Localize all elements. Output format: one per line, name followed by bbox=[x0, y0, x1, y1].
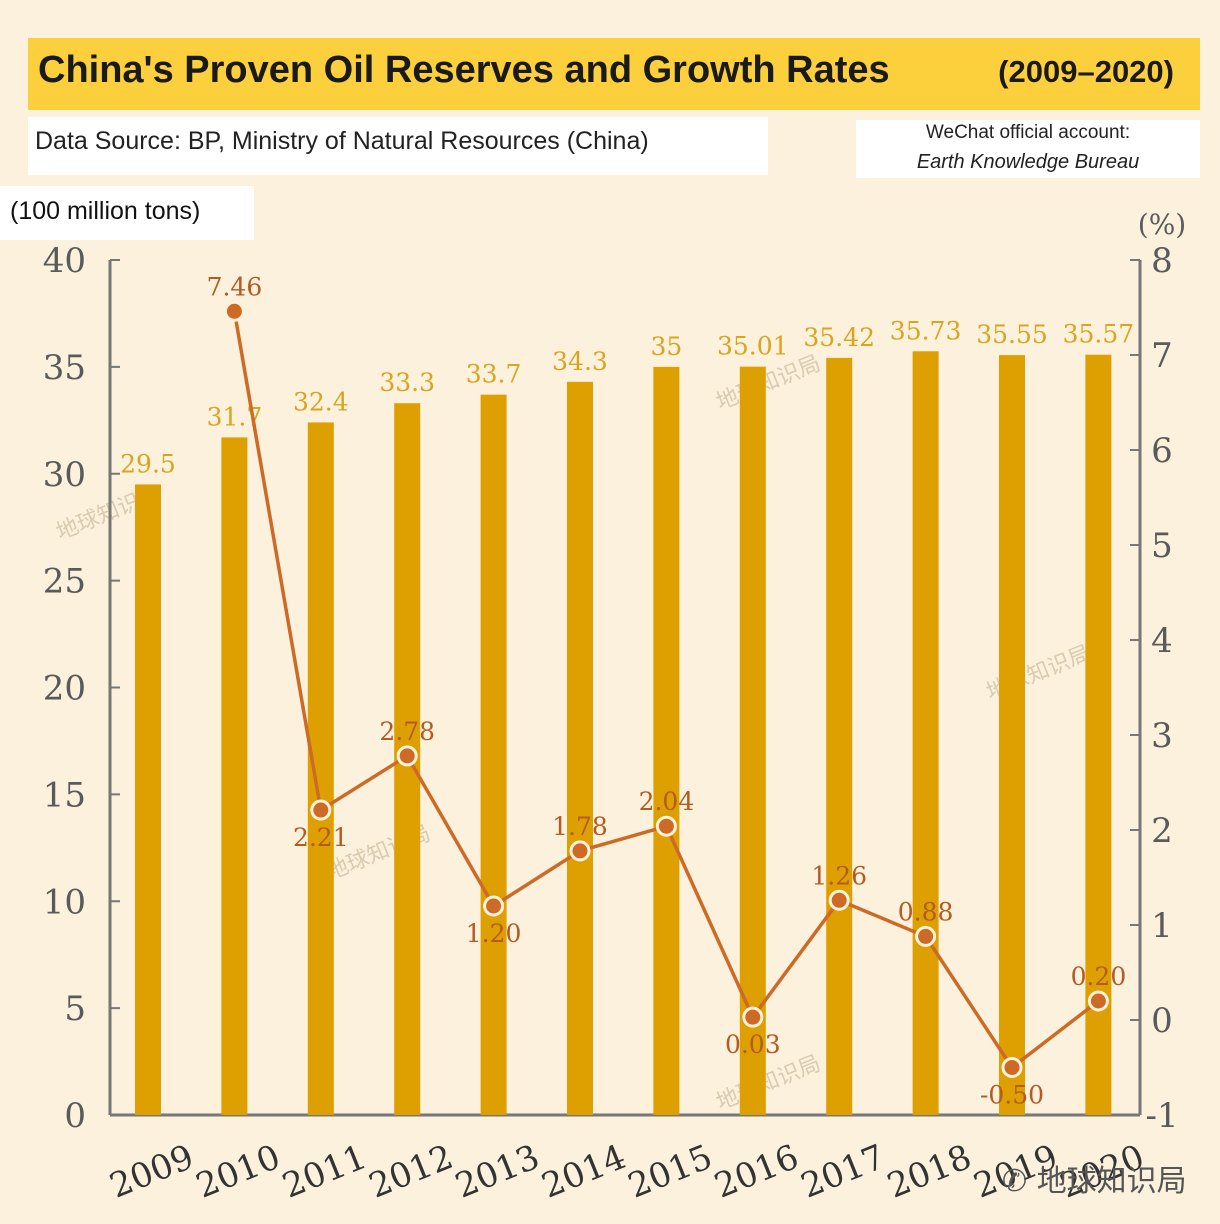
watermark-text: 地球知识局 bbox=[713, 351, 824, 415]
right-axis-tick-label: -1 bbox=[1145, 1096, 1178, 1136]
growth-rate-point bbox=[655, 815, 677, 837]
credit-box: WeChat official account: Earth Knowledge… bbox=[856, 120, 1200, 178]
watermark-corner: ✆ 地球知识局 bbox=[1002, 1156, 1187, 1200]
growth-rate-label: 0.88 bbox=[898, 897, 954, 926]
bar bbox=[221, 437, 248, 1116]
left-axis-tick-label: 0 bbox=[64, 1096, 86, 1136]
left-axis-tick-label: 10 bbox=[43, 882, 86, 922]
x-axis-tick-label: 2011 bbox=[277, 1137, 372, 1207]
data-source-text: Data Source: BP, Ministry of Natural Res… bbox=[35, 127, 649, 155]
left-axis-tick-label: 40 bbox=[43, 241, 86, 281]
bar bbox=[739, 366, 766, 1115]
bar bbox=[307, 422, 334, 1115]
bar-value-label: 35.57 bbox=[1063, 320, 1135, 349]
growth-rate-point bbox=[310, 799, 332, 821]
credit-account-label: WeChat official account: bbox=[925, 122, 1131, 143]
left-axis-tick-label: 5 bbox=[64, 989, 86, 1029]
growth-rate-point bbox=[396, 745, 418, 767]
wechat-icon: ✆ bbox=[1002, 1164, 1028, 1199]
bar bbox=[826, 357, 853, 1116]
watermark-corner-text: 地球知识局 bbox=[1036, 1164, 1187, 1199]
left-axis-unit-box: (100 million tons) bbox=[0, 186, 254, 240]
x-axis-tick-label: 2010 bbox=[191, 1137, 286, 1207]
bar bbox=[653, 366, 680, 1115]
growth-rate-point bbox=[915, 925, 937, 947]
left-axis-tick-label: 35 bbox=[43, 348, 86, 388]
bar-value-label: 32.4 bbox=[293, 387, 349, 416]
right-axis-tick-label: 4 bbox=[1151, 621, 1173, 661]
growth-rate-label: 1.26 bbox=[811, 861, 867, 890]
growth-rate-point bbox=[742, 1006, 764, 1028]
growth-rate-label: 0.03 bbox=[725, 1030, 781, 1059]
growth-rate-label: 1.78 bbox=[552, 812, 608, 841]
credit-account-name: Earth Knowledge Bureau bbox=[916, 151, 1140, 173]
bar bbox=[912, 351, 939, 1115]
right-axis-tick-label: 2 bbox=[1151, 811, 1173, 851]
growth-rate-label: 0.20 bbox=[1071, 962, 1127, 991]
bar-value-label: 33.7 bbox=[466, 360, 522, 389]
title-bar: China's Proven Oil Reserves and Growth R… bbox=[28, 38, 1200, 110]
right-axis-tick-label: 1 bbox=[1151, 906, 1173, 946]
bar-value-label: 35.55 bbox=[976, 320, 1048, 349]
right-axis-tick-label: 8 bbox=[1151, 241, 1173, 281]
watermark-text: 地球知识局 bbox=[713, 1051, 824, 1115]
x-axis-tick-label: 2015 bbox=[623, 1137, 718, 1207]
x-axis-tick-label: 2017 bbox=[795, 1137, 890, 1207]
growth-rate-point bbox=[828, 889, 850, 911]
right-axis-tick-label: 7 bbox=[1151, 336, 1173, 376]
right-axis-tick-label: 5 bbox=[1151, 526, 1173, 566]
x-axis-tick-label: 2009 bbox=[104, 1137, 199, 1207]
bar-value-label: 35.01 bbox=[717, 332, 789, 361]
chart-year-range: (2009–2020) bbox=[998, 54, 1174, 89]
growth-rate-label: 1.20 bbox=[466, 919, 522, 948]
growth-rate-label: 7.46 bbox=[207, 272, 263, 301]
bar bbox=[567, 381, 593, 1115]
growth-rate-label: 2.04 bbox=[639, 787, 695, 816]
bar-value-label: 29.5 bbox=[120, 449, 176, 478]
chart-title: China's Proven Oil Reserves and Growth R… bbox=[38, 49, 890, 91]
right-axis-tick-label: 0 bbox=[1151, 1001, 1173, 1041]
bar bbox=[480, 394, 507, 1116]
x-axis-tick-label: 2012 bbox=[363, 1137, 458, 1207]
growth-rate-point bbox=[223, 300, 245, 322]
bar bbox=[1085, 354, 1112, 1115]
bar-value-label: 33.3 bbox=[379, 368, 435, 397]
growth-rate-point bbox=[1087, 990, 1109, 1012]
growth-rate-label: -0.50 bbox=[980, 1081, 1044, 1110]
growth-rate-label: 2.21 bbox=[293, 823, 349, 852]
left-axis-tick-label: 15 bbox=[43, 775, 86, 815]
left-axis-unit: (100 million tons) bbox=[10, 197, 201, 225]
bar bbox=[135, 484, 161, 1115]
growth-rate-point bbox=[569, 840, 591, 862]
right-axis-unit: (%) bbox=[1138, 208, 1186, 241]
right-axis-tick-label: 6 bbox=[1151, 431, 1173, 471]
bar-value-label: 35.42 bbox=[803, 323, 875, 352]
bar-value-label: 34.3 bbox=[552, 347, 608, 376]
growth-rate-point bbox=[1001, 1057, 1023, 1078]
x-axis-tick-label: 2013 bbox=[450, 1137, 545, 1207]
x-axis-tick-label: 2018 bbox=[882, 1137, 977, 1207]
growth-rate-point bbox=[483, 895, 505, 917]
left-axis-tick-label: 25 bbox=[43, 562, 86, 602]
right-axis-tick-label: 3 bbox=[1151, 716, 1173, 756]
data-source-box: Data Source: BP, Ministry of Natural Res… bbox=[28, 117, 768, 175]
left-axis-tick-label: 30 bbox=[43, 455, 86, 495]
bar bbox=[999, 355, 1025, 1115]
left-axis-tick-label: 20 bbox=[43, 669, 86, 709]
x-axis-tick-label: 2014 bbox=[536, 1137, 631, 1207]
growth-rate-label: 2.78 bbox=[379, 717, 435, 746]
bar-value-label: 35.73 bbox=[890, 316, 962, 345]
x-axis-tick-label: 2016 bbox=[709, 1137, 804, 1207]
bar-value-label: 35 bbox=[650, 332, 682, 361]
